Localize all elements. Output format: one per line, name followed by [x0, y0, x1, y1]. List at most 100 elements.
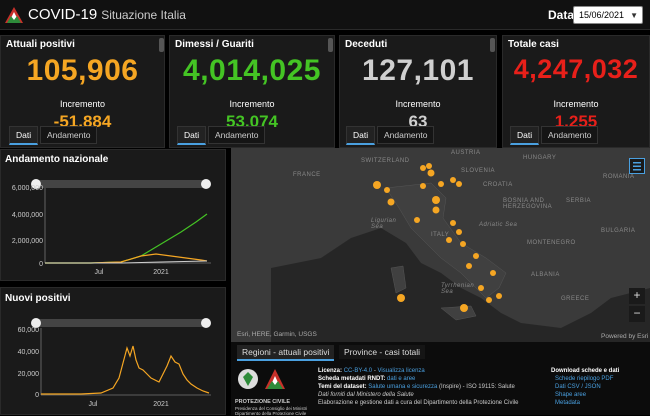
tab-andamento[interactable]: Andamento	[541, 126, 599, 144]
marker[interactable]	[420, 165, 426, 171]
list-icon	[633, 162, 641, 171]
tab-dati[interactable]: Dati	[346, 126, 376, 145]
map-label-albania: ALBANIA	[531, 272, 560, 278]
series-guariti-line	[45, 213, 208, 264]
org-department: Dipartimento della Protezione Civile	[235, 411, 307, 416]
marker[interactable]	[438, 181, 444, 187]
map-tabs: Regioni - attuali positivi Province - ca…	[231, 342, 650, 362]
tab-dati[interactable]: Dati	[9, 126, 39, 145]
marker[interactable]	[466, 263, 472, 269]
protezione-civile-logo	[237, 367, 289, 397]
download-shape-link[interactable]: Shape aree	[555, 392, 587, 398]
marker[interactable]	[478, 285, 484, 291]
increment-label: Incremento	[229, 99, 275, 109]
temi-link[interactable]: Salute umana e sicurezza	[368, 384, 438, 390]
map-label-tyrrhenian-sea: Tyrrhenian Sea	[441, 283, 475, 295]
download-csv-json-link[interactable]: Dati CSV / JSON	[555, 384, 601, 390]
tab-andamento[interactable]: Andamento	[208, 126, 266, 144]
map-view[interactable]: FRANCE SWITZERLAND AUSTRIA HUNGARY SLOVE…	[231, 148, 650, 342]
range-slider-handle-right[interactable]	[201, 179, 211, 189]
zoom-out-button[interactable]: −	[629, 306, 645, 322]
marker[interactable]	[373, 181, 381, 189]
range-slider-track[interactable]	[35, 180, 207, 188]
marker[interactable]	[456, 229, 462, 235]
x-tick-label: Jul	[89, 401, 98, 408]
marker[interactable]	[456, 181, 462, 187]
layer-list-button[interactable]	[629, 158, 645, 174]
map-label-bosnia: BOSNIA AND HERZEGOVINA	[503, 198, 553, 210]
marker[interactable]	[450, 220, 456, 226]
tab-dati[interactable]: Dati	[510, 126, 540, 145]
date-select[interactable]: 15/06/2021 ▼	[573, 6, 643, 24]
marker[interactable]	[387, 198, 395, 206]
map-attribution: Esri, HERE, Garmin, USGS	[237, 331, 317, 338]
zoom-in-button[interactable]: +	[629, 288, 645, 304]
marker[interactable]	[446, 237, 452, 243]
card-title: Deceduti	[345, 39, 388, 50]
tab-province-casi-totali[interactable]: Province - casi totali	[339, 345, 426, 359]
y-tick-label: 0	[35, 392, 39, 399]
map-label-hungary: HUNGARY	[523, 155, 557, 161]
card-title: Totale casi	[508, 39, 559, 50]
marker[interactable]	[450, 177, 456, 183]
marker[interactable]	[486, 297, 492, 303]
card-title: Dimessi / Guariti	[175, 39, 254, 50]
visualizza-licenza-link[interactable]: Visualizza licenza	[377, 368, 425, 374]
marker[interactable]	[420, 183, 426, 189]
range-slider-handle-left[interactable]	[31, 318, 41, 328]
app-title: COVID-19 Situazione Italia	[28, 6, 186, 23]
map-canvas	[231, 148, 650, 342]
card-value: 4,247,032	[513, 54, 639, 84]
marker[interactable]	[473, 253, 479, 259]
card-title: Attuali positivi	[6, 39, 75, 50]
marker[interactable]	[414, 217, 420, 223]
range-slider-track[interactable]	[35, 319, 207, 327]
region-markers[interactable]	[373, 163, 502, 312]
tab-dati[interactable]: Dati	[177, 126, 207, 145]
powered-by-esri[interactable]: Powered by Esri	[601, 333, 649, 340]
licenza-line: Licenza: CC-BY-4.0 - Visualizza licenza	[318, 368, 425, 374]
marker[interactable]	[496, 293, 502, 299]
x-tick-label: Jul	[95, 269, 104, 276]
map-label-romania: ROMANIA	[603, 174, 635, 180]
marker[interactable]	[397, 294, 405, 302]
y-tick-label: 40,000	[18, 349, 40, 356]
licenza-link[interactable]: CC-BY-4.0	[343, 368, 373, 374]
scrollbar[interactable]	[328, 38, 333, 52]
series-deceduti-line	[45, 260, 208, 264]
y-tick-label: 4,000,000	[12, 212, 43, 219]
map-label-italy: ITALY	[431, 232, 450, 238]
scrollbar[interactable]	[159, 38, 164, 52]
top-bar: COVID-19 Situazione Italia Data 15/06/202…	[0, 0, 650, 30]
map-label-france: FRANCE	[293, 172, 321, 178]
footer: PROTEZIONE CIVILE Presidenza del Consigl…	[231, 362, 650, 416]
range-slider-handle-left[interactable]	[31, 179, 41, 189]
marker[interactable]	[432, 206, 440, 214]
tab-andamento[interactable]: Andamento	[40, 126, 98, 144]
rndt-link[interactable]: dati e aree	[387, 376, 416, 382]
scrollbar[interactable]	[490, 38, 495, 52]
download-metadata-link[interactable]: Metadata	[555, 400, 581, 406]
marker[interactable]	[490, 270, 496, 276]
tab-regioni-attuali-positivi[interactable]: Regioni - attuali positivi	[237, 345, 335, 361]
card-value: 105,906	[26, 54, 139, 87]
org-subtitle: Presidenza del Consiglio dei Ministri	[235, 406, 308, 411]
map-label-adriatic-sea: Adriatic Sea	[479, 222, 518, 228]
series-nuovi-positivi-line	[41, 345, 210, 395]
marker[interactable]	[384, 187, 390, 193]
map-label-bulgaria: BULGARIA	[601, 228, 636, 234]
marker[interactable]	[432, 196, 440, 204]
increment-label: Incremento	[553, 99, 599, 109]
marker[interactable]	[460, 241, 466, 247]
rndt-line: Scheda metadati RNDT: dati e aree	[318, 376, 416, 382]
x-tick-label: 2021	[153, 269, 169, 276]
marker[interactable]	[460, 304, 468, 312]
download-pdf-link[interactable]: Schede riepilogo PDF	[555, 376, 614, 382]
sardinia-shape	[390, 265, 407, 294]
range-slider-handle-right[interactable]	[201, 318, 211, 328]
fonte-line: Dati forniti dal Ministero della Salute	[318, 392, 414, 398]
tab-andamento[interactable]: Andamento	[377, 126, 435, 144]
marker[interactable]	[426, 163, 432, 169]
marker[interactable]	[427, 169, 435, 177]
map-label-serbia: SERBIA	[566, 198, 592, 204]
